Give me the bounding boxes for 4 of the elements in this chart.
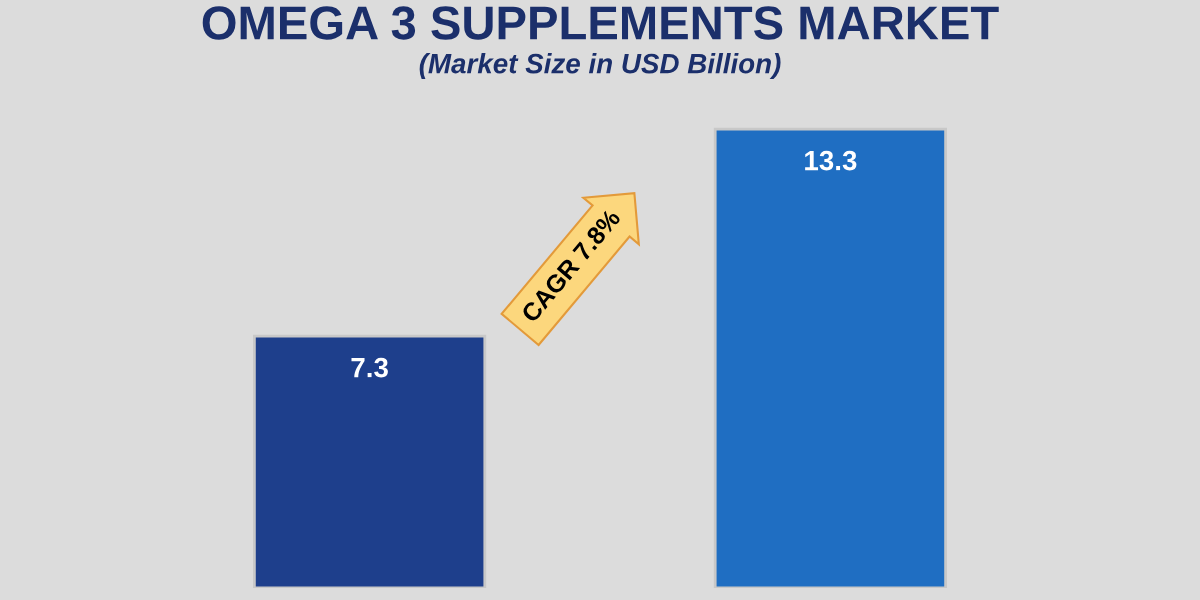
data-label: 7.3 bbox=[351, 357, 388, 378]
chart-title: OMEGA 3 SUPPLEMENTS MARKET bbox=[202, 6, 999, 40]
chart-subtitle: (Market Size in USD Billion) bbox=[419, 53, 781, 79]
data-label: 13.3 bbox=[805, 150, 857, 171]
